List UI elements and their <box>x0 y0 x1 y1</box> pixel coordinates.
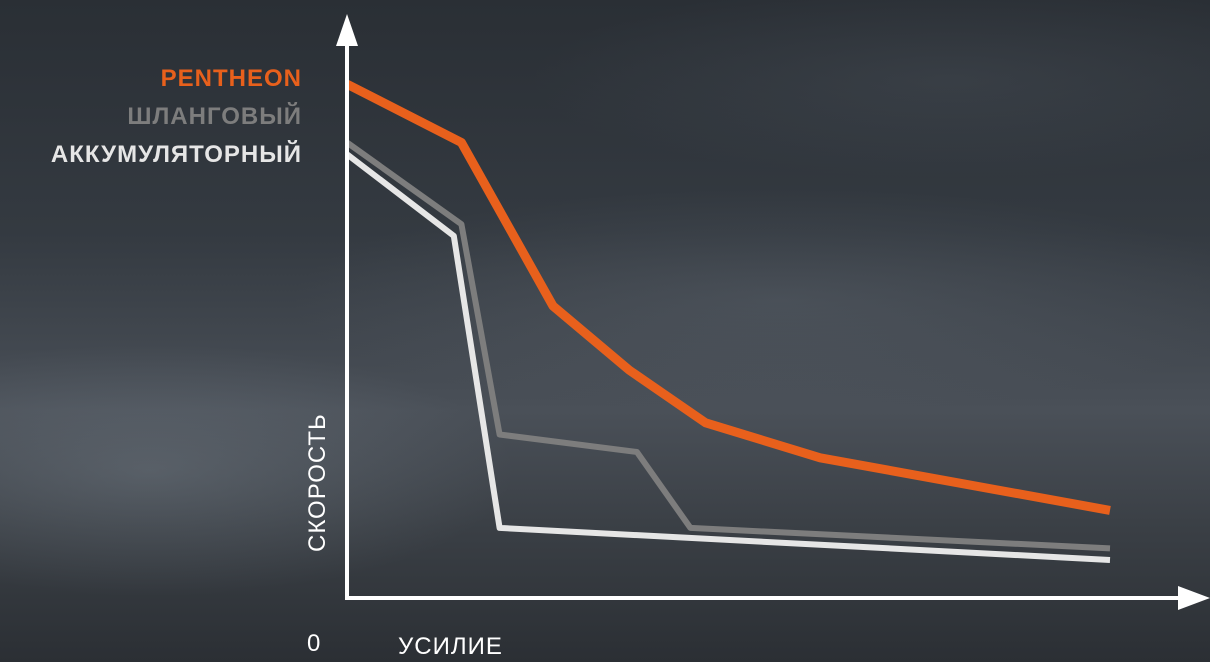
series-line-battery <box>345 151 1111 563</box>
axes <box>336 14 1210 610</box>
legend-item-hose: ШЛАНГОВЫЙ <box>127 103 302 130</box>
series-line-hose <box>345 140 1111 552</box>
series-line-pentheon <box>344 80 1111 515</box>
origin-label: 0 <box>307 630 321 657</box>
legend-item-pentheon: PENTHEON <box>160 65 302 92</box>
y-axis-label: СКОРОСТЬ <box>304 413 331 552</box>
x-axis-arrow <box>1178 586 1210 610</box>
chart-legend: PENTHEON ШЛАНГОВЫЙ АККУМУЛЯТОРНЫЙ <box>51 60 302 174</box>
y-axis-arrow <box>336 14 358 46</box>
series-layer <box>344 80 1111 563</box>
x-axis-label: УСИЛИЕ <box>398 633 503 660</box>
legend-item-battery: АККУМУЛЯТОРНЫЙ <box>50 141 302 168</box>
